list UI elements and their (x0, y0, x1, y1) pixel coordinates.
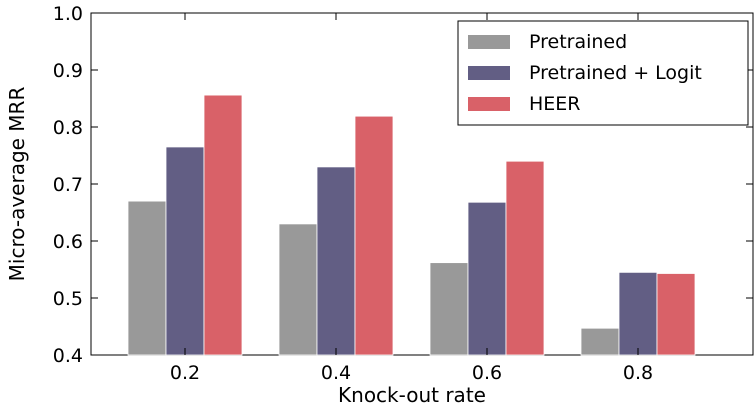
bar-heer-0.6 (505, 160, 545, 356)
bar-pretrained-logit-0.8 (618, 271, 658, 356)
y-axis-ticks: 0.4 0.5 0.6 0.7 0.8 0.9 1.0 (53, 3, 753, 367)
x-axis-label: Knock-out rate (338, 383, 486, 407)
y-tick-label: 0.9 (53, 60, 83, 82)
y-tick-label: 1.0 (53, 3, 83, 25)
y-axis-label: Micro-average MRR (5, 87, 29, 282)
legend-swatch-heer (468, 97, 510, 111)
legend: Pretrained Pretrained + Logit HEER (457, 20, 749, 126)
bar-pretrained-0.2 (127, 200, 167, 356)
y-tick-label: 0.8 (53, 117, 83, 139)
legend-swatch-pretrained (468, 35, 510, 49)
x-tick-label: 0.2 (170, 362, 200, 384)
x-tick-label: 0.8 (623, 362, 653, 384)
bar-pretrained-logit-0.2 (165, 146, 205, 356)
legend-label-heer: HEER (529, 93, 581, 115)
bar-pretrained-0.4 (278, 223, 318, 356)
x-tick-label: 0.6 (472, 362, 502, 384)
legend-label-pretrained-logit: Pretrained + Logit (529, 62, 702, 84)
y-tick-label: 0.5 (53, 288, 83, 310)
x-tick-label: 0.4 (321, 362, 351, 384)
y-tick-label: 0.6 (53, 231, 83, 253)
bar-pretrained-logit-0.6 (467, 201, 507, 356)
legend-swatch-pretrained-logit (468, 66, 510, 80)
bar-pretrained-logit-0.4 (316, 166, 356, 356)
legend-label-pretrained: Pretrained (529, 31, 627, 53)
bar-pretrained-0.8 (580, 327, 620, 356)
bar-pretrained-0.6 (429, 262, 469, 356)
bar-heer-0.2 (203, 94, 243, 356)
bar-heer-0.8 (656, 273, 696, 356)
y-tick-label: 0.7 (53, 174, 83, 196)
bars (127, 94, 696, 356)
bar-heer-0.4 (354, 115, 394, 356)
x-axis-ticks: 0.2 0.4 0.6 0.8 (170, 13, 653, 384)
y-tick-label: 0.4 (53, 345, 83, 367)
